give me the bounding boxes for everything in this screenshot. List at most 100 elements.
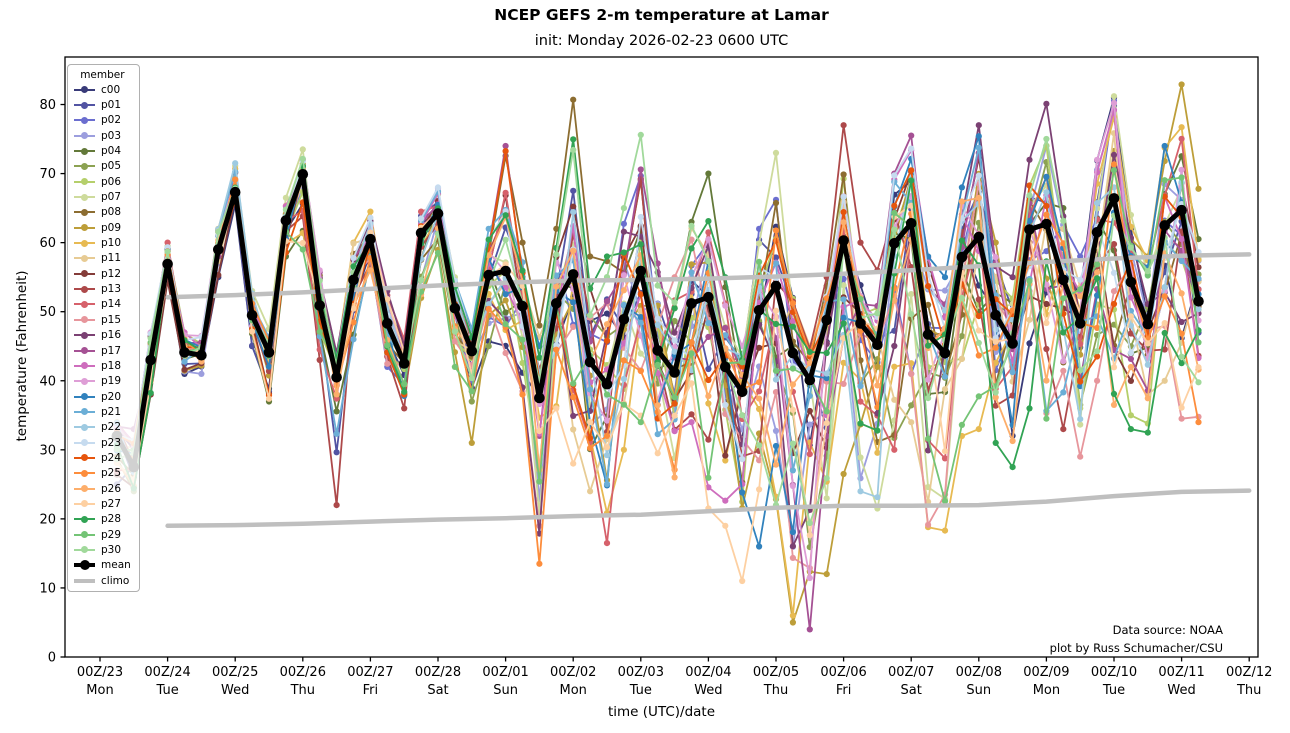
member-dot-p14 [857,398,864,405]
mean-dot [517,300,528,312]
member-dot-p21 [637,319,644,326]
member-dot-p23 [1077,276,1084,283]
x-tick-label-utc: 00Z/12 [1226,665,1272,680]
member-dot-p21 [553,272,560,279]
member-dot-p24 [908,167,915,174]
member-dot-p20 [941,274,949,281]
mean-dot [297,169,309,180]
member-dot-p01 [570,187,577,194]
member-dot-p25 [823,295,830,302]
member-dot-p18 [688,419,695,426]
x-tick-label-utc: 00Z/26 [280,665,326,680]
member-dot-p03 [806,421,813,428]
member-dot-p30 [806,520,813,527]
legend-swatch-p19 [74,377,95,385]
member-dot-p25 [519,391,526,398]
member-dot-p29 [1094,261,1101,268]
member-dot-p15 [570,323,577,330]
member-dot-p08 [570,96,577,103]
member-dot-p26 [333,391,340,398]
member-dot-p09 [840,470,847,478]
legend-swatch-p20 [74,393,95,401]
member-dot-p27 [688,380,695,387]
x-tick-label-utc: 00Z/05 [753,665,799,680]
member-dot-p15 [789,554,797,562]
member-dot-p16 [1009,274,1016,281]
legend-swatch-p09 [74,224,95,232]
member-dot-p30 [1094,348,1101,355]
member-dot-p20 [637,314,644,321]
legend-entry-p14: p14 [74,297,131,312]
member-dot-p04 [705,170,712,177]
member-dot-p24 [1026,182,1033,189]
mean-dot [922,329,934,340]
member-dot-p29 [519,336,526,343]
member-dot-p16 [1178,318,1185,326]
member-dot-p07 [840,282,847,289]
member-dot-p10 [891,363,898,370]
mean-dot [1193,296,1204,307]
legend-entry-p20: p20 [74,389,131,404]
mean-dot [703,291,714,303]
member-dot-p10 [722,457,729,464]
member-dot-p14 [502,189,509,196]
x-tick-label-day: Thu [1236,683,1261,698]
member-dot-p20 [823,375,830,382]
legend-label-p04: p04 [101,145,122,158]
member-dot-p03 [772,427,780,434]
member-dot-p11 [570,426,577,433]
member-dot-p25 [1195,419,1202,426]
member-dot-p21 [181,358,188,365]
member-dot-p29 [941,498,949,505]
mean-dot [348,274,359,286]
legend-swatch-p29 [74,531,95,539]
member-dot-p30 [418,277,425,284]
mean-dot [314,300,326,311]
member-dot-p28 [1127,426,1134,433]
member-dot-p19 [806,574,813,582]
member-dot-p30 [553,251,560,258]
member-dot-p17 [603,298,611,305]
member-dot-p30 [468,375,475,382]
member-dot-p26 [992,394,999,401]
legend-swatch-p26 [74,485,95,493]
legend-entry-p03: p03 [74,128,131,143]
legend-label-p17: p17 [101,344,122,357]
member-dot-p08 [536,322,543,329]
x-tick-label-utc: 00Z/10 [1091,665,1137,680]
legend-entry-p09: p09 [74,220,131,235]
legend-entry-c00: c00 [74,82,131,97]
x-tick-label-day: Mon [1033,683,1060,698]
member-dot-p30 [1077,367,1084,374]
member-dot-p28 [1144,429,1151,436]
member-dot-p28 [603,253,611,260]
member-dot-p26 [1043,377,1050,384]
member-dot-p26 [553,283,560,290]
mean-dot [804,374,816,386]
legend-label-p22: p22 [101,421,122,434]
member-dot-p26 [367,267,374,274]
member-dot-p27 [299,239,306,247]
y-tick-label: 60 [39,236,56,251]
member-dot-p29 [1178,174,1185,181]
member-dot-p11 [908,419,915,426]
member-dot-p15 [688,236,695,243]
mean-dot [736,386,748,398]
mean-dot [601,378,613,390]
member-dot-p26 [654,402,661,409]
member-dot-p16 [975,122,982,129]
member-dot-p27 [722,522,729,529]
member-dot-p28 [688,245,695,252]
member-dot-p14 [705,229,712,236]
member-dot-p24 [1161,193,1168,200]
member-dot-p23 [722,401,729,408]
member-dot-p19 [925,376,932,383]
member-dot-p29 [891,209,898,217]
member-dot-p22 [1043,189,1050,196]
member-dot-p20 [975,133,982,140]
member-dot-p27 [941,448,949,455]
legend-label-p23: p23 [101,436,122,449]
legend-swatch-p12 [74,270,95,278]
member-dot-p30 [299,155,306,162]
member-dot-p18 [705,484,712,491]
